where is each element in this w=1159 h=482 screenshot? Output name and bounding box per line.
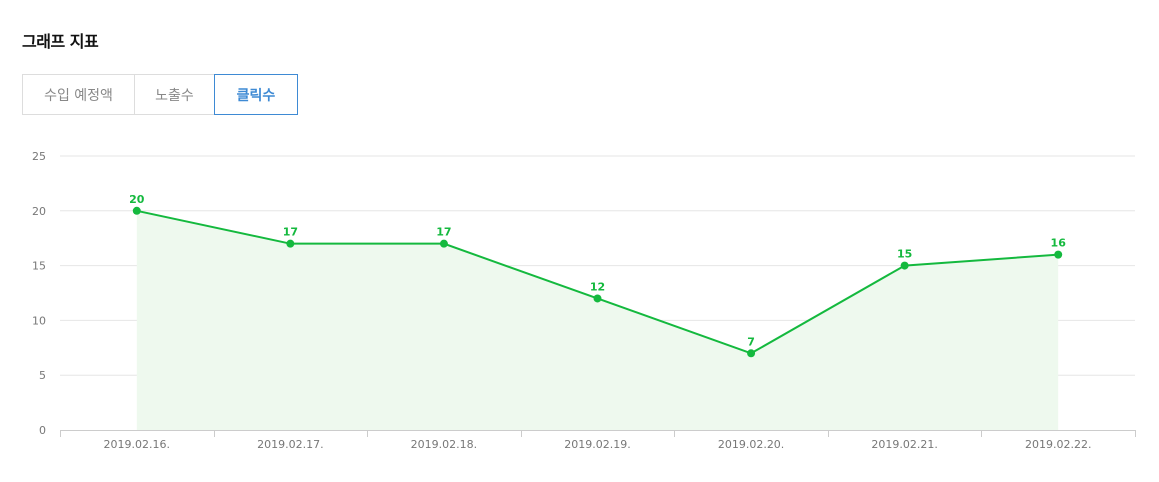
- x-tick-label: 2019.02.21.: [871, 438, 937, 451]
- y-tick-label: 20: [32, 205, 46, 218]
- x-tick-label: 2019.02.18.: [411, 438, 477, 451]
- data-label: 15: [897, 248, 912, 261]
- data-label: 12: [590, 280, 605, 293]
- y-tick-label: 25: [32, 150, 46, 163]
- data-label: 17: [436, 226, 451, 239]
- data-point: [132, 206, 141, 215]
- y-tick-label: 5: [39, 369, 46, 382]
- metric-tabs: 수입 예정액 노출수 클릭수: [22, 74, 298, 115]
- data-label: 7: [747, 335, 755, 348]
- page-title: 그래프 지표: [22, 32, 99, 51]
- x-tick-label: 2019.02.19.: [564, 438, 630, 451]
- tab-clicks[interactable]: 클릭수: [214, 74, 298, 115]
- y-tick-label: 15: [32, 260, 46, 273]
- data-label: 20: [129, 193, 145, 206]
- data-label: 16: [1051, 237, 1067, 250]
- data-point: [439, 239, 448, 248]
- data-point: [286, 239, 295, 248]
- data-point: [747, 349, 756, 358]
- data-point: [593, 294, 602, 303]
- y-tick-label: 0: [39, 424, 46, 437]
- series-area: [136, 210, 1059, 430]
- data-point: [1054, 250, 1063, 259]
- x-tick-label: 2019.02.16.: [104, 438, 170, 451]
- x-tick-label: 2019.02.22.: [1025, 438, 1091, 451]
- data-label: 17: [283, 226, 298, 239]
- x-tick-label: 2019.02.20.: [718, 438, 784, 451]
- x-tick-label: 2019.02.17.: [257, 438, 323, 451]
- data-point: [900, 261, 909, 270]
- y-tick-label: 10: [32, 314, 46, 327]
